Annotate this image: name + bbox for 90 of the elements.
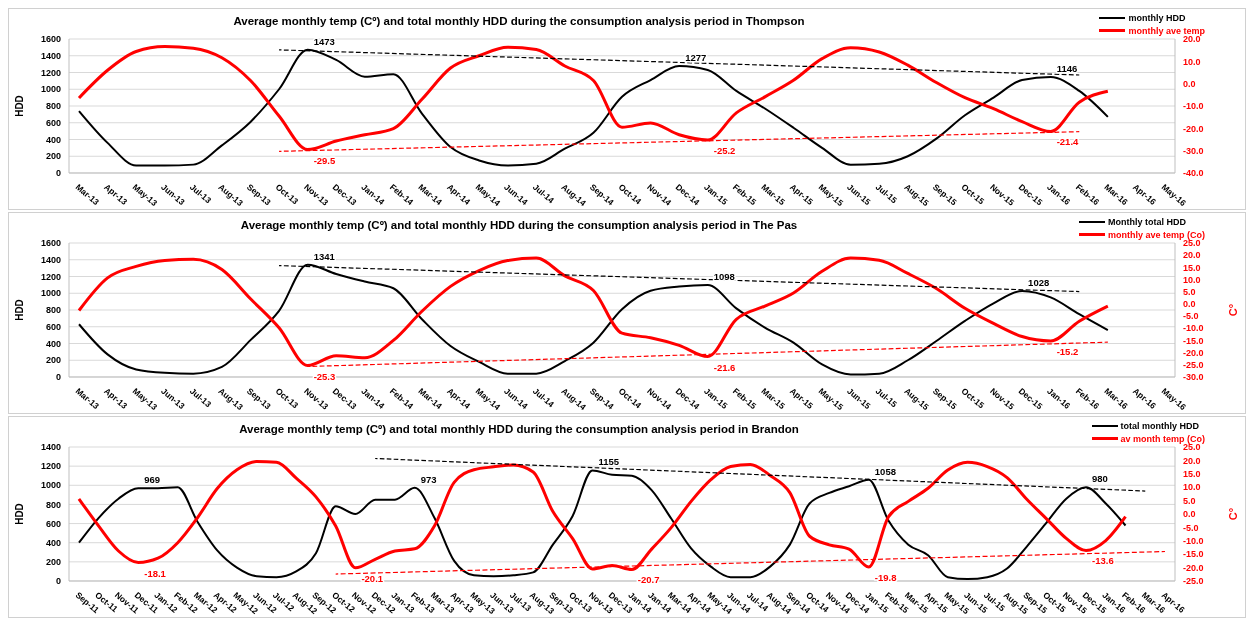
y-tick-label: 800 xyxy=(45,305,61,316)
y2-tick-label: -15.0 xyxy=(1183,335,1204,346)
y2-tick-label: 20.0 xyxy=(1183,34,1201,45)
data-label: 969 xyxy=(144,474,161,486)
y2-tick-label: 20.0 xyxy=(1183,250,1201,261)
y-tick-label: 600 xyxy=(45,117,61,128)
data-label: 1473 xyxy=(313,35,335,47)
y2-tick-label: 10.0 xyxy=(1183,56,1201,67)
data-label: 973 xyxy=(420,473,437,485)
y2-tick-label: 15.0 xyxy=(1183,262,1201,273)
y2-tick-label: 5.0 xyxy=(1183,495,1196,506)
y-tick-label: 800 xyxy=(45,499,61,510)
y2-tick-label: -5.0 xyxy=(1183,311,1199,322)
y2-tick-label: 10.0 xyxy=(1183,274,1201,285)
y-tick-label: 600 xyxy=(45,321,61,332)
y-axis-title: HDD xyxy=(13,95,25,117)
y2-axis-title: C° xyxy=(1226,303,1239,317)
data-label: -25.2 xyxy=(713,144,736,156)
y2-tick-label: 0.0 xyxy=(1183,509,1196,520)
data-label: 1058 xyxy=(874,465,896,477)
y-tick-label: 800 xyxy=(45,101,61,112)
y2-tick-label: -20.0 xyxy=(1183,562,1204,573)
y2-tick-label: -20.0 xyxy=(1183,347,1204,358)
y2-tick-label: -40.0 xyxy=(1183,168,1204,179)
y-axis-title: HDD xyxy=(13,503,25,525)
y-tick-label: 200 xyxy=(45,355,61,366)
y-tick-label: 0 xyxy=(55,576,61,587)
legend-label: Monthly total HDD xyxy=(1107,216,1186,227)
y-tick-label: 1400 xyxy=(40,50,61,61)
data-label: -15.2 xyxy=(1056,345,1079,357)
legend-label: total monthly HDD xyxy=(1120,420,1199,431)
y-tick-label: 1400 xyxy=(40,254,61,265)
y2-tick-label: 0.0 xyxy=(1183,78,1196,89)
data-label: 1277 xyxy=(685,52,707,64)
y2-tick-label: -30.0 xyxy=(1183,372,1204,383)
y-tick-label: 1200 xyxy=(40,67,61,78)
data-label: 1341 xyxy=(313,250,336,262)
y2-tick-label: -10.0 xyxy=(1183,323,1204,334)
y2-tick-label: 0.0 xyxy=(1183,299,1196,310)
y2-axis-title: C° xyxy=(1226,507,1239,521)
data-label: 980 xyxy=(1092,473,1108,485)
y-tick-label: 1600 xyxy=(40,34,61,45)
y-tick-label: 1000 xyxy=(40,84,61,95)
y-tick-label: 1200 xyxy=(40,271,61,282)
legend-label: monthly HDD xyxy=(1128,12,1186,23)
legend-label: monthly ave temp (Co) xyxy=(1107,229,1205,240)
y-tick-label: 400 xyxy=(45,537,61,548)
y2-tick-label: -25.0 xyxy=(1183,360,1204,371)
legend-label: monthly ave temp xyxy=(1128,25,1205,36)
y-tick-label: 1200 xyxy=(40,461,61,472)
chart-title: Average monthly temp (Cº) and total monthly HDD during the consumption analysis period in The Pas xyxy=(239,219,799,231)
y-tick-label: 1000 xyxy=(40,288,61,299)
y-tick-label: 600 xyxy=(45,518,61,529)
data-label: 1098 xyxy=(713,271,735,283)
data-label: 1028 xyxy=(1028,276,1050,288)
y2-tick-label: -5.0 xyxy=(1183,522,1199,533)
y-tick-label: 200 xyxy=(45,557,61,568)
legend-label: av month temp (Co) xyxy=(1120,433,1205,444)
chart-title: Average monthly temp (Cº) and total monthly HDD during the consumption analysis period in Thompson xyxy=(232,15,806,27)
y-tick-label: 200 xyxy=(45,151,61,162)
y-tick-label: 400 xyxy=(45,338,61,349)
data-label: -19.8 xyxy=(874,572,897,584)
y2-tick-label: -30.0 xyxy=(1183,145,1204,156)
y-tick-label: 1000 xyxy=(40,480,61,491)
y-tick-label: 400 xyxy=(45,134,61,145)
y2-tick-label: 20.0 xyxy=(1183,455,1201,466)
y2-tick-label: -10.0 xyxy=(1183,535,1204,546)
y-axis-title: HDD xyxy=(13,299,25,321)
y2-tick-label: -15.0 xyxy=(1183,549,1204,560)
y2-tick-label: 10.0 xyxy=(1183,482,1201,493)
data-label: 1155 xyxy=(598,456,620,468)
data-label: 1146 xyxy=(1056,63,1078,75)
y2-tick-label: -25.0 xyxy=(1183,576,1204,587)
data-label: -29.5 xyxy=(313,154,336,166)
data-label: -21.6 xyxy=(713,361,736,373)
y-tick-label: 0 xyxy=(55,372,61,383)
chart-title: Average monthly temp (Cº) and total monthly HDD during the consumption analysis period in Brandon xyxy=(238,423,800,435)
y2-tick-label: -20.0 xyxy=(1183,123,1204,134)
data-label: -25.3 xyxy=(313,370,336,382)
data-label: -18.1 xyxy=(144,567,167,579)
y-tick-label: 0 xyxy=(55,168,61,179)
data-label: -13.6 xyxy=(1092,555,1114,567)
data-label: -20.7 xyxy=(637,574,660,586)
data-label: -20.1 xyxy=(361,572,384,584)
y2-tick-label: 15.0 xyxy=(1183,468,1201,479)
y2-tick-label: 5.0 xyxy=(1183,286,1196,297)
y-tick-label: 1600 xyxy=(40,238,61,249)
y2-tick-label: -10.0 xyxy=(1183,101,1204,112)
y-tick-label: 1400 xyxy=(40,442,61,453)
data-label: -21.4 xyxy=(1056,136,1080,148)
